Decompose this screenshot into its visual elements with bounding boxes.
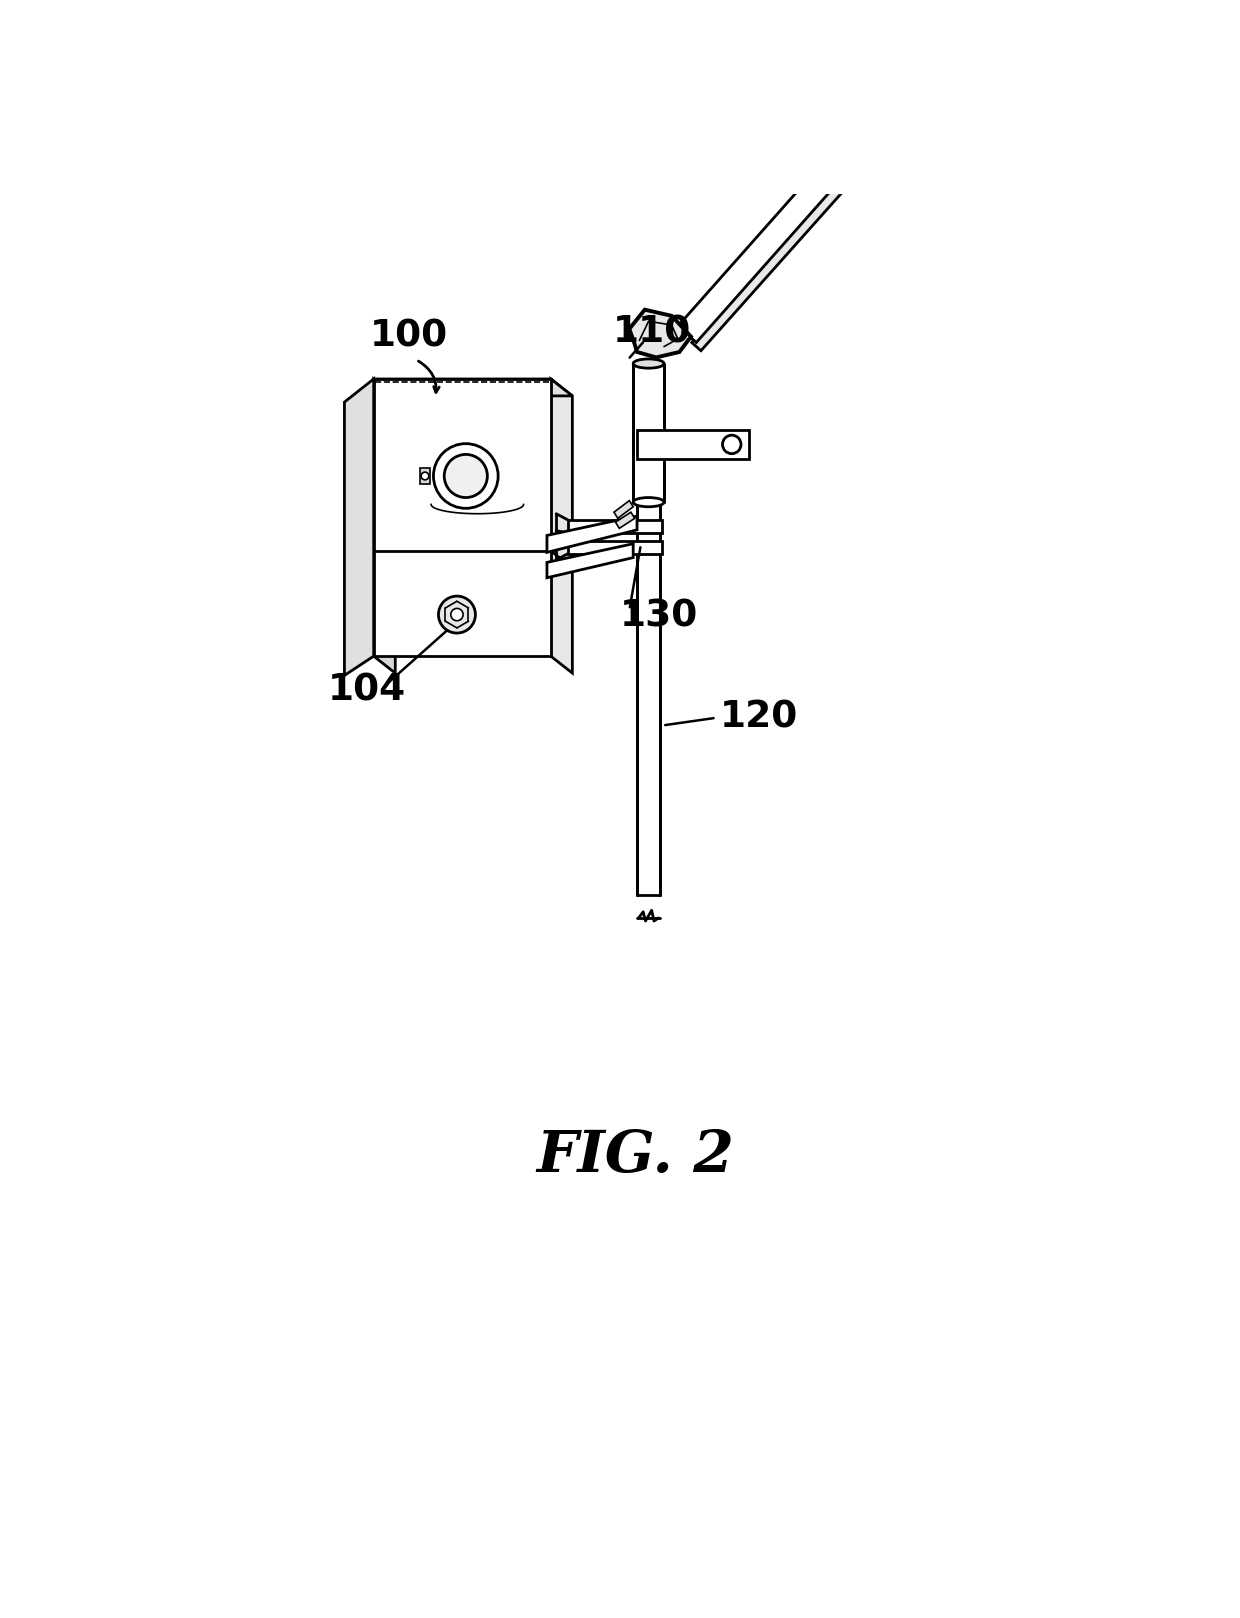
Text: FIG. 2: FIG. 2 — [537, 1128, 734, 1184]
Circle shape — [434, 443, 498, 508]
Circle shape — [444, 455, 487, 498]
Polygon shape — [615, 513, 635, 529]
Ellipse shape — [634, 498, 663, 506]
Polygon shape — [547, 544, 634, 578]
Polygon shape — [568, 540, 662, 553]
Polygon shape — [630, 309, 691, 358]
Circle shape — [439, 595, 475, 633]
Circle shape — [422, 472, 429, 481]
Text: 120: 120 — [720, 699, 799, 736]
Polygon shape — [547, 516, 637, 552]
Polygon shape — [568, 519, 662, 532]
Circle shape — [451, 608, 463, 621]
Polygon shape — [345, 379, 373, 675]
Polygon shape — [614, 500, 634, 518]
Polygon shape — [678, 108, 889, 343]
Polygon shape — [373, 379, 396, 673]
Polygon shape — [373, 379, 573, 396]
Ellipse shape — [634, 359, 663, 369]
Text: 104: 104 — [327, 673, 405, 709]
Circle shape — [723, 435, 742, 453]
Polygon shape — [692, 128, 892, 351]
Text: 100: 100 — [370, 319, 448, 354]
Text: 130: 130 — [620, 599, 698, 634]
Polygon shape — [419, 468, 430, 484]
Polygon shape — [637, 430, 749, 460]
Polygon shape — [634, 364, 663, 502]
Polygon shape — [637, 417, 660, 895]
Text: 110: 110 — [613, 316, 691, 351]
Polygon shape — [373, 379, 551, 657]
Polygon shape — [551, 379, 573, 673]
